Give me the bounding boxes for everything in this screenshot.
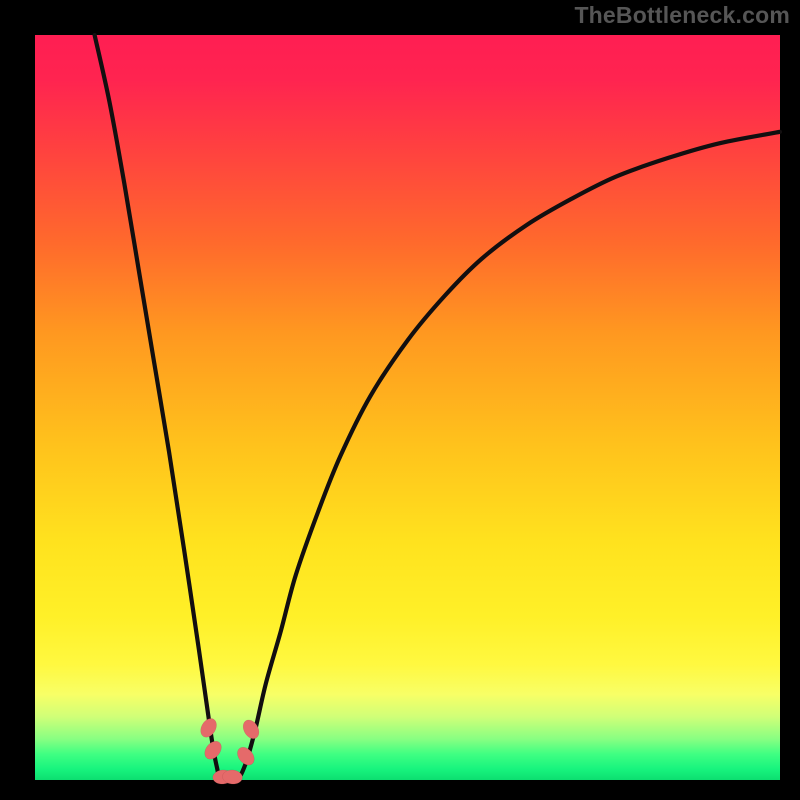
marker-group xyxy=(198,716,263,785)
data-marker xyxy=(201,738,224,762)
bottleneck-curve xyxy=(95,35,780,782)
data-marker xyxy=(198,716,220,740)
watermark-text: TheBottleneck.com xyxy=(574,2,790,29)
plot-area xyxy=(35,35,780,780)
bottleneck-curve-svg xyxy=(35,35,780,780)
chart-stage: TheBottleneck.com xyxy=(0,0,800,800)
